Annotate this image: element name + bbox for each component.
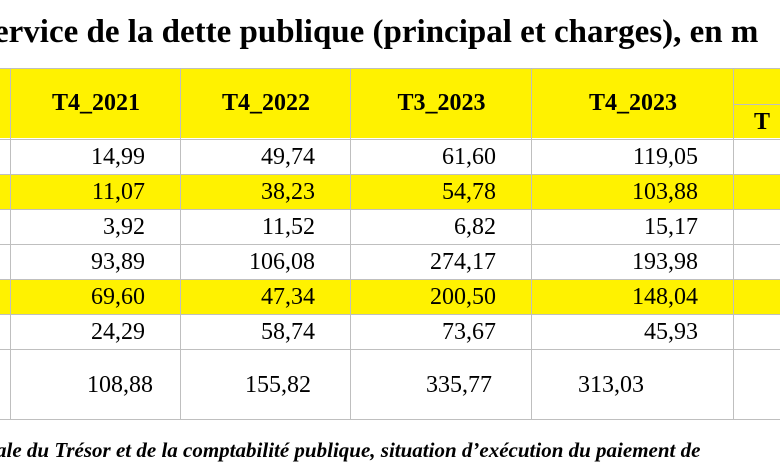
table-cell: 24,29 [91, 319, 145, 345]
column-header: T3_2023 [351, 68, 532, 138]
table-cell: 45,93 [644, 319, 698, 345]
table-cell: 14,99 [91, 144, 145, 170]
table-cell: 73,67 [442, 319, 496, 345]
table-cell: 193,98 [632, 249, 698, 275]
table-cell: 54,78 [442, 179, 496, 205]
column-header-partial: T [734, 105, 780, 138]
table-cell: 3,92 [103, 214, 145, 240]
table-cell: 38,23 [261, 179, 315, 205]
table-cell: 11,07 [91, 179, 145, 205]
header-stub-cell [0, 68, 11, 138]
row-highlight [0, 175, 780, 209]
grid-line [734, 104, 780, 105]
table-cell: 49,74 [261, 144, 315, 170]
table-cell-total: 108,88 [87, 372, 153, 398]
page-title: ervice de la dette publique (principal e… [0, 14, 759, 50]
table-cell: 15,17 [644, 214, 698, 240]
grid-line [0, 209, 780, 210]
table-cell: 106,08 [249, 249, 315, 275]
grid-line [0, 279, 780, 280]
table-cell-total: 155,82 [245, 372, 311, 398]
column-header: T4_2021 [11, 68, 181, 138]
debt-service-table: T4_2021 T4_2022 T3_2023 T4_2023 T 14,99 … [0, 68, 780, 420]
column-header: T4_2022 [181, 68, 351, 138]
table-cell: 69,60 [91, 284, 145, 310]
column-header: T4_2023 [532, 68, 734, 138]
table-cell: 58,74 [261, 319, 315, 345]
table-cell-total: 335,77 [426, 372, 492, 398]
table-cell: 47,34 [261, 284, 315, 310]
grid-line [0, 139, 780, 140]
table-cell: 148,04 [632, 284, 698, 310]
grid-line [0, 349, 780, 350]
column-header-group [734, 68, 780, 104]
table-cell: 119,05 [632, 144, 698, 170]
table-cell-total: 313,03 [578, 372, 644, 398]
grid-line [0, 419, 780, 420]
source-footnote: ale du Trésor et de la comptabilité publ… [0, 438, 701, 462]
table-cell: 93,89 [91, 249, 145, 275]
grid-line [0, 314, 780, 315]
table-cell: 103,88 [632, 179, 698, 205]
grid-line [0, 174, 780, 175]
row-highlight [0, 280, 780, 314]
table-cell: 11,52 [261, 214, 315, 240]
table-cell: 200,50 [430, 284, 496, 310]
partial-header-text: T [754, 108, 771, 135]
table-cell: 6,82 [454, 214, 496, 240]
table-cell: 274,17 [430, 249, 496, 275]
grid-line [0, 68, 780, 69]
grid-line [0, 244, 780, 245]
table-cell: 61,60 [442, 144, 496, 170]
